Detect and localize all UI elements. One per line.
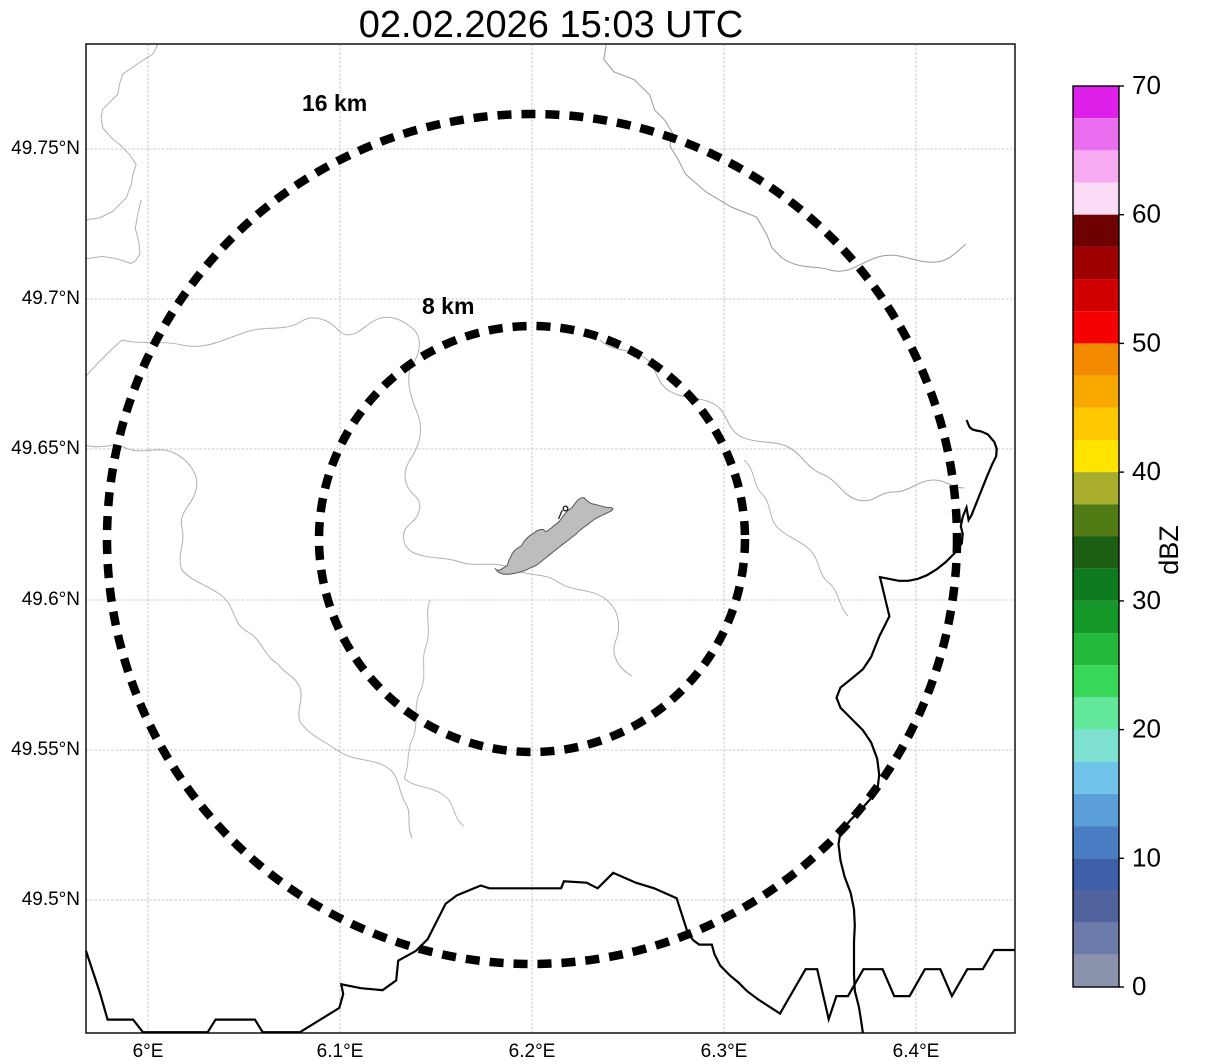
svg-text:6.2°E: 6.2°E bbox=[509, 1041, 556, 1062]
svg-text:60: 60 bbox=[1132, 199, 1161, 229]
svg-text:49.7°N: 49.7°N bbox=[22, 288, 80, 309]
svg-text:10: 10 bbox=[1132, 842, 1161, 872]
svg-text:0: 0 bbox=[1132, 971, 1146, 1001]
svg-text:dBZ: dBZ bbox=[1154, 525, 1184, 575]
svg-text:30: 30 bbox=[1132, 585, 1161, 615]
svg-text:50: 50 bbox=[1132, 327, 1161, 357]
svg-text:70: 70 bbox=[1132, 70, 1161, 100]
svg-text:8 km: 8 km bbox=[422, 293, 474, 319]
svg-text:49.75°N: 49.75°N bbox=[11, 138, 80, 159]
svg-text:6.3°E: 6.3°E bbox=[701, 1041, 748, 1062]
svg-text:20: 20 bbox=[1132, 714, 1161, 744]
svg-text:49.5°N: 49.5°N bbox=[22, 889, 80, 910]
svg-text:49.55°N: 49.55°N bbox=[11, 739, 80, 760]
svg-text:6°E: 6°E bbox=[133, 1041, 164, 1062]
svg-text:49.6°N: 49.6°N bbox=[22, 589, 80, 610]
svg-text:02.02.2026 15:03 UTC: 02.02.2026 15:03 UTC bbox=[359, 4, 744, 46]
svg-text:49.65°N: 49.65°N bbox=[11, 438, 80, 459]
svg-text:6.4°E: 6.4°E bbox=[893, 1041, 940, 1062]
svg-text:40: 40 bbox=[1132, 456, 1161, 486]
svg-text:6.1°E: 6.1°E bbox=[317, 1041, 364, 1062]
svg-text:16 km: 16 km bbox=[302, 90, 367, 116]
